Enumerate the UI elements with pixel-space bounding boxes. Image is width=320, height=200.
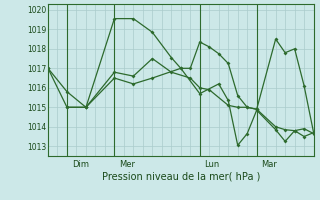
Text: Dim: Dim: [72, 160, 89, 169]
Text: Mar: Mar: [261, 160, 277, 169]
X-axis label: Pression niveau de la mer( hPa ): Pression niveau de la mer( hPa ): [102, 172, 260, 182]
Text: Mer: Mer: [119, 160, 135, 169]
Text: Lun: Lun: [204, 160, 220, 169]
